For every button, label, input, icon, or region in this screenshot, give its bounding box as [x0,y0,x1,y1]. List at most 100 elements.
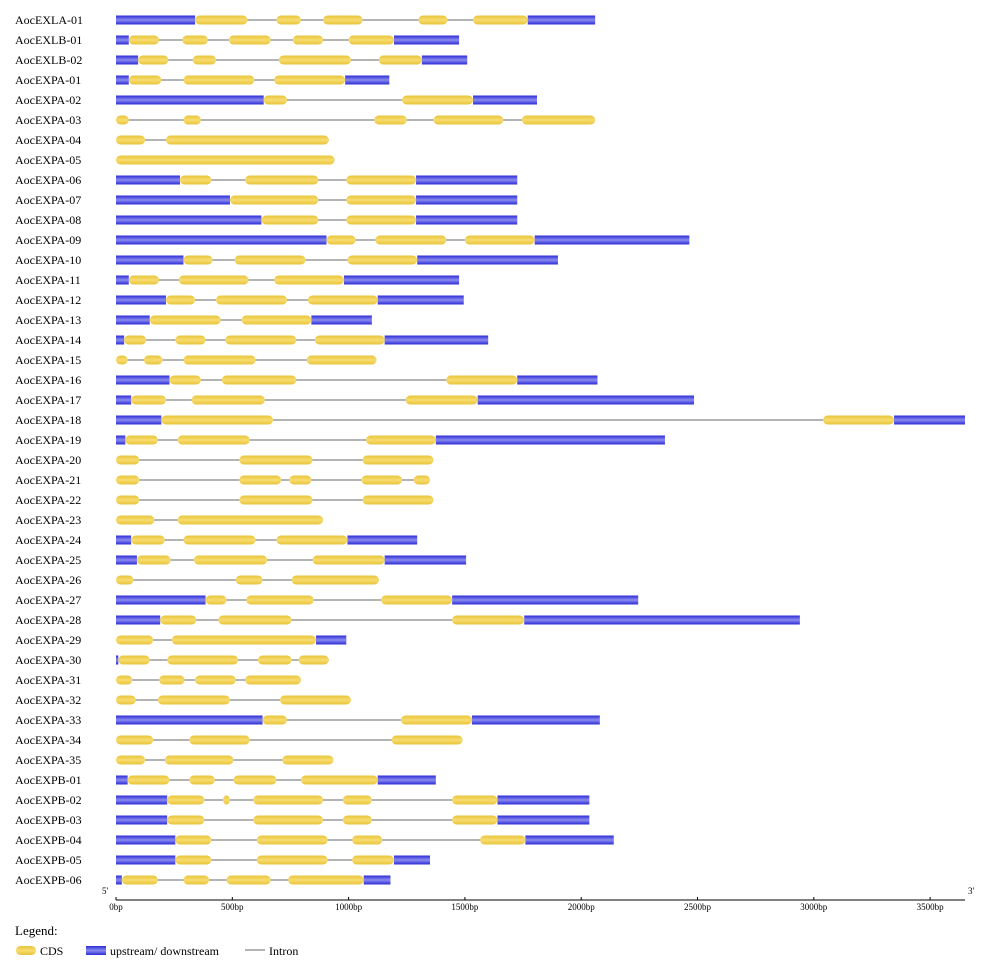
utr-block [417,255,558,265]
gene-label: AocEXPA-03 [15,113,81,127]
cds-block [177,515,324,525]
gene-row: AocEXPA-31 [15,673,301,687]
gene-row: AocEXPA-28 [15,613,800,627]
gene-label: AocEXPA-28 [15,613,81,627]
cds-block [175,835,212,845]
cds-block [246,595,314,605]
utr-block [116,715,263,725]
cds-block [175,335,206,345]
gene-row: AocEXPA-32 [15,693,351,707]
utr-block [384,555,467,565]
gene-row: AocEXPA-17 [15,393,695,407]
cds-block [256,855,328,865]
cds-block [116,675,133,685]
utr-block [377,775,436,785]
cds-block [346,175,417,185]
gene-label: AocEXPA-12 [15,293,81,307]
cds-block [291,575,379,585]
cds-block [452,615,525,625]
cds-block [262,715,287,725]
legend-cds-swatch [16,946,36,955]
cds-block [128,75,162,85]
cds-block [452,815,498,825]
gene-label: AocEXPA-25 [15,553,81,567]
cds-block [257,655,292,665]
cds-block [116,495,140,505]
cds-block [127,775,170,785]
gene-label: AocEXPA-27 [15,593,81,607]
cds-block [263,95,287,105]
gene-row: AocEXPA-30 [15,653,329,667]
cds-block [239,455,313,465]
cds-block [121,875,158,885]
gene-label: AocEXPA-04 [15,133,81,147]
gene-row: AocEXPA-10 [15,253,558,267]
cds-block [225,335,297,345]
utr-block [116,395,132,405]
utr-block [116,595,206,605]
cds-block [131,395,167,405]
cds-block [116,455,140,465]
cds-block [171,635,317,645]
utr-block [116,295,167,305]
gene-label: AocEXPA-29 [15,633,81,647]
cds-block [116,755,146,765]
cds-block [288,875,364,885]
cds-block [342,815,372,825]
cds-block [464,235,535,245]
cds-block [300,775,378,785]
utr-block [116,555,137,565]
utr-block [393,855,431,865]
utr-block [116,255,184,265]
cds-block [116,635,154,645]
gene-row: AocEXPA-29 [15,633,347,647]
cds-block [149,315,221,325]
cds-block [352,855,394,865]
utr-block [116,775,128,785]
gene-label: AocEXPB-05 [15,853,82,867]
cds-block [161,415,274,425]
cds-block [183,535,256,545]
gene-row: AocEXPA-35 [15,753,334,767]
cds-block [138,55,169,65]
gene-row: AocEXPA-16 [15,373,598,387]
gene-label: AocEXPB-03 [15,813,82,827]
cds-block [381,595,453,605]
cds-block [480,835,526,845]
cds-block [298,655,329,665]
utr-block [343,275,460,285]
cds-block [116,135,146,145]
cds-block [124,335,147,345]
gene-row: AocEXPA-34 [15,733,463,747]
cds-block [274,275,344,285]
utr-block [363,875,391,885]
utr-block [116,795,168,805]
cds-block [128,35,160,45]
cds-block [228,35,271,45]
gene-label: AocEXPA-02 [15,93,81,107]
cds-block [362,495,434,505]
cds-block [128,275,160,285]
cds-block [400,715,472,725]
utr-block [497,815,590,825]
gene-row: AocEXPA-27 [15,593,639,607]
cds-block [235,575,263,585]
utr-block [421,55,468,65]
cds-block [175,855,212,865]
cds-block [160,615,197,625]
utr-block [116,235,327,245]
cds-block [183,115,201,125]
cds-block [323,15,363,25]
cds-block [366,435,436,445]
cds-block [391,735,463,745]
gene-label: AocEXPA-09 [15,233,81,247]
utr-block [116,95,264,105]
cds-block [261,215,319,225]
gene-label: AocEXLB-01 [15,33,82,47]
gene-label: AocEXPA-33 [15,713,81,727]
cds-block [192,55,217,65]
utr-block [525,835,614,845]
utr-block [116,215,262,225]
utr-block [116,195,230,205]
axis-tick-label: 1000bp [335,902,363,912]
